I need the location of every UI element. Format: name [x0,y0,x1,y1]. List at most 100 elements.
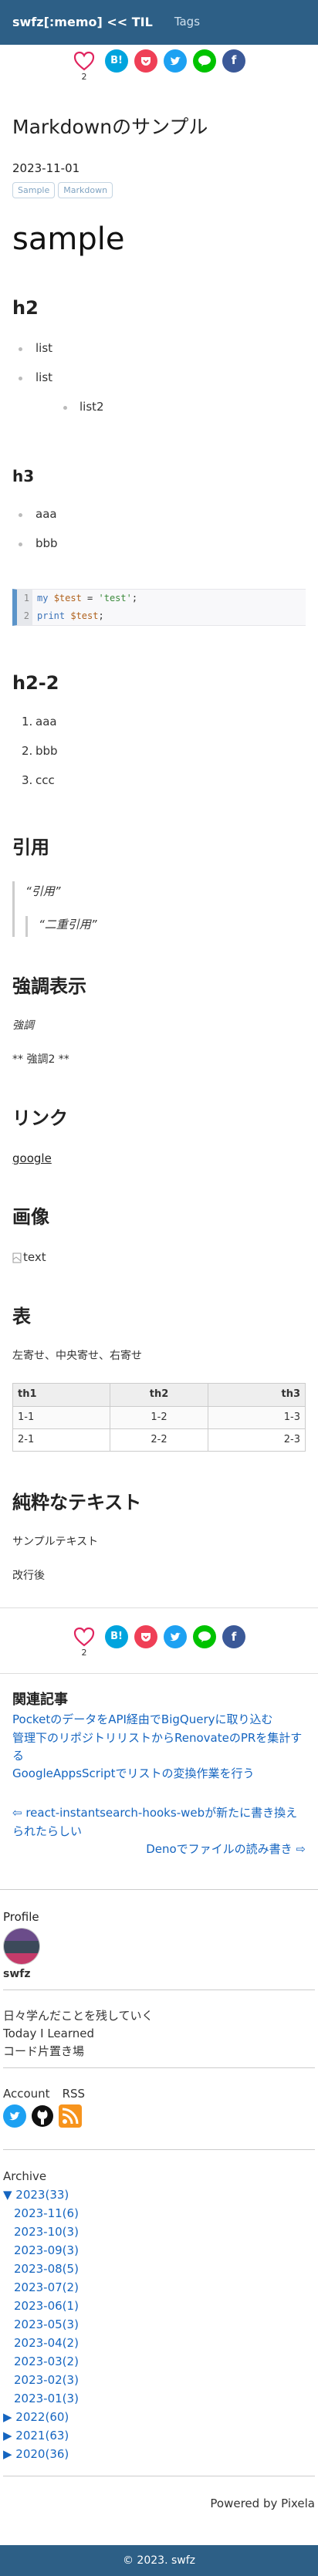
table-header: th2 [110,1383,208,1407]
hatena-share-button[interactable]: B! [105,49,128,73]
facebook-share-button[interactable]: f [222,1625,245,1649]
table-header-row: th1 th2 th3 [12,1383,306,1407]
table-cell: 2-3 [207,1428,306,1452]
top-navbar: swfz[:memo] << TIL Tags [0,0,318,45]
related-link[interactable]: PocketのデータをAPI経由でBigQueryに取り込む [12,1712,273,1727]
ordered-item: 3. ccc [22,773,55,788]
heading-h2-2: h2-2 [12,672,59,695]
heading-sample: sample [12,221,125,258]
archive-month-link[interactable]: 2023-07(2) [14,2280,79,2294]
article-title: Markdownのサンプル [12,116,208,138]
copyright: © 2023. swfz [122,2554,195,2567]
avatar [3,1928,40,1966]
related-link[interactable]: GoogleAppsScriptでリストの変換作業を行う [12,1766,255,1781]
line-number: 1 [17,590,32,608]
archive-month-link[interactable]: 2023-04(2) [14,2335,79,2350]
line-share-button[interactable] [193,1625,216,1649]
emphasis-text: 強調 [12,1019,34,1033]
pocket-share-button[interactable] [134,49,157,73]
like-count: 2 [81,1648,87,1658]
profile-description: 日々学んだことを残していく Today I Learned コード片置き場 [3,2008,154,2059]
rss-label: RSS [62,2086,86,2101]
account-label: Account [3,2086,50,2101]
data-table: th1 th2 th3 1-1 1-2 1-3 2-1 2-2 2-3 [12,1383,306,1452]
archive-month-link[interactable]: 2023-10(3) [14,2224,79,2239]
plain-text: サンプルテキスト [12,1536,99,1549]
archive-month-link[interactable]: 2023-02(3) [14,2372,79,2387]
rss-icon[interactable] [59,2104,82,2128]
archive-month-link[interactable]: 2023-05(3) [14,2317,79,2331]
heart-icon [73,1628,95,1647]
article: Markdownのサンプル 2023-11-01 Sample Markdown… [0,113,318,1584]
code-line: 2 print $test; [17,607,306,626]
related-link[interactable]: 管理下のリポジトリリストからRenovateのPRを集計する [12,1730,303,1763]
heading-link: リンク [12,1107,68,1129]
ordered-item: 1. aaa [22,715,57,729]
ordered-list: 1. aaa 2. bbb 3. ccc [12,713,306,801]
hatena-icon: B! [110,1631,123,1643]
archive-month-link[interactable]: 2023-08(5) [14,2261,79,2276]
heading-plain: 純粋なテキスト [12,1491,142,1513]
archive-year-2022[interactable]: ▶ 2022(60) [3,2409,69,2424]
sidebar: Profile swfz 日々学んだことを残していく Today I Learn… [0,1908,318,2513]
like-button[interactable]: 2 [73,49,96,82]
table-cell: 1-2 [110,1405,208,1429]
footer: © 2023. swfz [0,2545,318,2576]
table-description: 左寄せ、中央寄せ、右寄せ [12,1349,142,1362]
tag-sample[interactable]: Sample [12,182,56,199]
next-article-link[interactable]: Denoでファイルの読み書き ⇨ [146,1841,306,1856]
archive-months: 2023-11(6) 2023-10(3) 2023-09(3) 2023-08… [3,2204,315,2408]
archive-month-link[interactable]: 2023-09(3) [14,2243,79,2257]
hatena-icon: B! [110,54,123,66]
line-icon [198,1631,211,1643]
list-item: list [12,340,306,369]
pocket-share-button[interactable] [134,1625,157,1649]
twitter-share-button[interactable] [164,1625,187,1649]
prev-article-link[interactable]: ⇦ react-instantsearch-hooks-webが新たに書き換えら… [12,1806,298,1838]
archive-year-2021[interactable]: ▶ 2021(63) [3,2428,69,2442]
plain-text-2: 改行後 [12,1569,45,1582]
archive-month-link[interactable]: 2023-01(3) [14,2391,79,2405]
archive-month-link[interactable]: 2023-11(6) [14,2206,79,2220]
twitter-share-button[interactable] [164,49,187,73]
heading-table: 表 [12,1305,31,1327]
list-item: bbb [12,535,306,564]
line-icon [198,56,211,66]
twitter-icon [170,1633,181,1641]
twitter-icon [170,56,181,66]
share-bar-bottom: 2 B! f [0,1625,318,1665]
nested-list-item: list2 [12,398,306,428]
table-cell: 1-3 [207,1405,306,1429]
like-button[interactable]: 2 [73,1625,96,1658]
github-icon[interactable] [31,2104,54,2128]
table-header: th3 [207,1383,306,1407]
code-block: 1 my $test = 'test'; 2 print $test; [12,589,306,627]
twitter-icon[interactable] [3,2104,26,2128]
profile-name: swfz [3,1968,31,1981]
hatena-share-button[interactable]: B! [105,1625,128,1649]
heading-image: 画像 [12,1206,49,1229]
heading-emphasis: 強調表示 [12,975,86,998]
tags-nav-link[interactable]: Tags [174,15,201,29]
tag-markdown[interactable]: Markdown [58,182,113,199]
facebook-icon: f [231,1629,237,1644]
google-link[interactable]: google [12,1151,52,1165]
site-brand-link[interactable]: swfz[:memo] << TIL [12,14,153,29]
powered-by: Powered by Pixela [210,2496,315,2510]
heading-h3: h3 [12,467,35,486]
line-number: 2 [17,607,32,626]
like-count: 2 [81,72,87,82]
related-articles: 関連記事 PocketのデータをAPI経由でBigQueryに取り込む 管理下の… [0,1689,318,1858]
bullet-list: list list list2 [12,340,306,428]
related-title: 関連記事 [12,1692,68,1709]
code-line: 1 my $test = 'test'; [17,590,306,608]
archive-month-link[interactable]: 2023-06(1) [14,2298,79,2313]
archive-month-link[interactable]: 2023-03(2) [14,2354,79,2368]
table-cell: 1-1 [12,1405,111,1429]
archive-year-2020[interactable]: ▶ 2020(36) [3,2446,69,2461]
facebook-share-button[interactable]: f [222,49,245,73]
archive-year-2023[interactable]: ▼ 2023(33) [3,2187,69,2202]
facebook-icon: f [231,53,237,68]
list-item: list [12,369,306,398]
line-share-button[interactable] [193,49,216,73]
